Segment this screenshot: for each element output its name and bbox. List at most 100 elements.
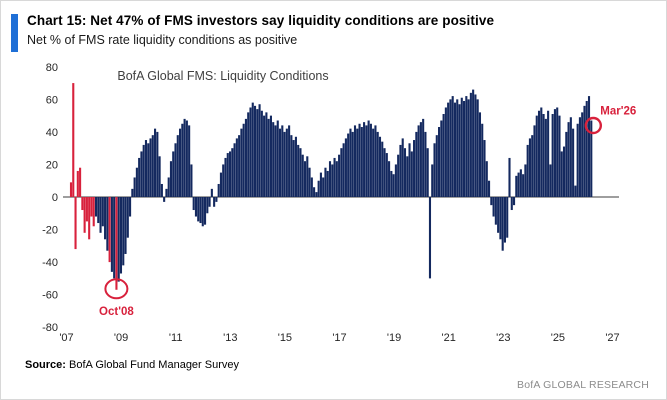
bar [83,197,86,233]
bar [154,128,157,197]
bar [363,122,366,197]
chart-title: Chart 15: Net 47% of FMS investors say l… [27,13,495,28]
bar [351,131,354,197]
bar [233,143,236,197]
bar [213,197,216,207]
bar [201,197,204,227]
bar [156,131,159,197]
bar [97,197,100,224]
bar [158,156,161,197]
bar [194,197,198,217]
bar [288,125,291,197]
bar [549,164,552,197]
bar [485,161,488,197]
bar [440,120,443,197]
bar [138,157,141,197]
bar [79,167,82,197]
bar [319,172,322,197]
bar [274,125,277,197]
bar [240,128,243,197]
bar [447,102,450,197]
chart-subtitle: Net % of FMS rate liquidity conditions a… [27,32,298,47]
bar [190,164,193,197]
bar [581,112,584,197]
bar [231,148,234,197]
bar [81,197,84,211]
bar [290,135,293,197]
bar [253,105,257,197]
bar [463,100,466,197]
bar [163,197,166,202]
bar [299,148,302,197]
bar [267,118,270,197]
bar [117,197,120,282]
bar [397,154,400,197]
y-tick-label: 40 [46,127,58,139]
bar [108,197,111,263]
bar [224,157,227,197]
bar [406,156,409,197]
bar [94,197,98,217]
bar [131,188,134,197]
bar [492,197,495,217]
bar [547,110,550,197]
bar [567,122,570,197]
x-tick-label: '23 [496,332,510,344]
bar [417,125,420,197]
bar [219,172,222,197]
bar [338,154,341,197]
bar [124,197,127,254]
plot-title: BofA Global FMS: Liquidity Conditions [117,69,328,83]
bar [294,136,297,197]
bar [249,107,252,197]
bar [281,125,284,197]
bar [428,197,432,279]
bar [481,123,484,197]
bar [210,188,213,197]
bar [192,197,195,211]
annotation-label: Mar'26 [600,106,636,118]
bar [135,167,138,197]
bar [426,148,429,197]
bar [522,174,525,198]
bar [501,197,504,251]
bar [388,161,391,197]
bar [474,94,477,197]
x-tick-label: '09 [114,332,128,344]
bar [238,135,241,197]
bar [142,144,145,197]
bar [497,197,500,233]
bar [410,151,413,197]
bar [340,148,343,197]
bar [244,118,247,197]
y-tick-label: -40 [42,257,58,269]
bar [215,197,218,202]
bar [147,143,150,197]
x-tick-label: '15 [278,332,292,344]
bar [494,197,497,225]
bar [176,135,179,197]
bar [424,131,427,197]
bar [499,197,502,240]
bar [453,102,457,197]
bar [183,118,186,197]
x-tick-label: '11 [169,332,183,344]
bar [149,138,152,197]
bar [151,135,154,197]
bar [458,104,461,197]
bar [99,197,102,233]
bar [572,128,575,197]
bar [401,138,404,197]
bar [283,131,286,197]
bar [469,92,472,197]
bar [519,169,522,197]
annotation-label: Oct'08 [99,306,134,318]
bar [542,114,545,197]
source-label: Source: [25,359,66,371]
bar [558,115,561,198]
bar [74,197,77,250]
bar [228,151,232,197]
bar [383,148,386,197]
bar [533,125,536,197]
